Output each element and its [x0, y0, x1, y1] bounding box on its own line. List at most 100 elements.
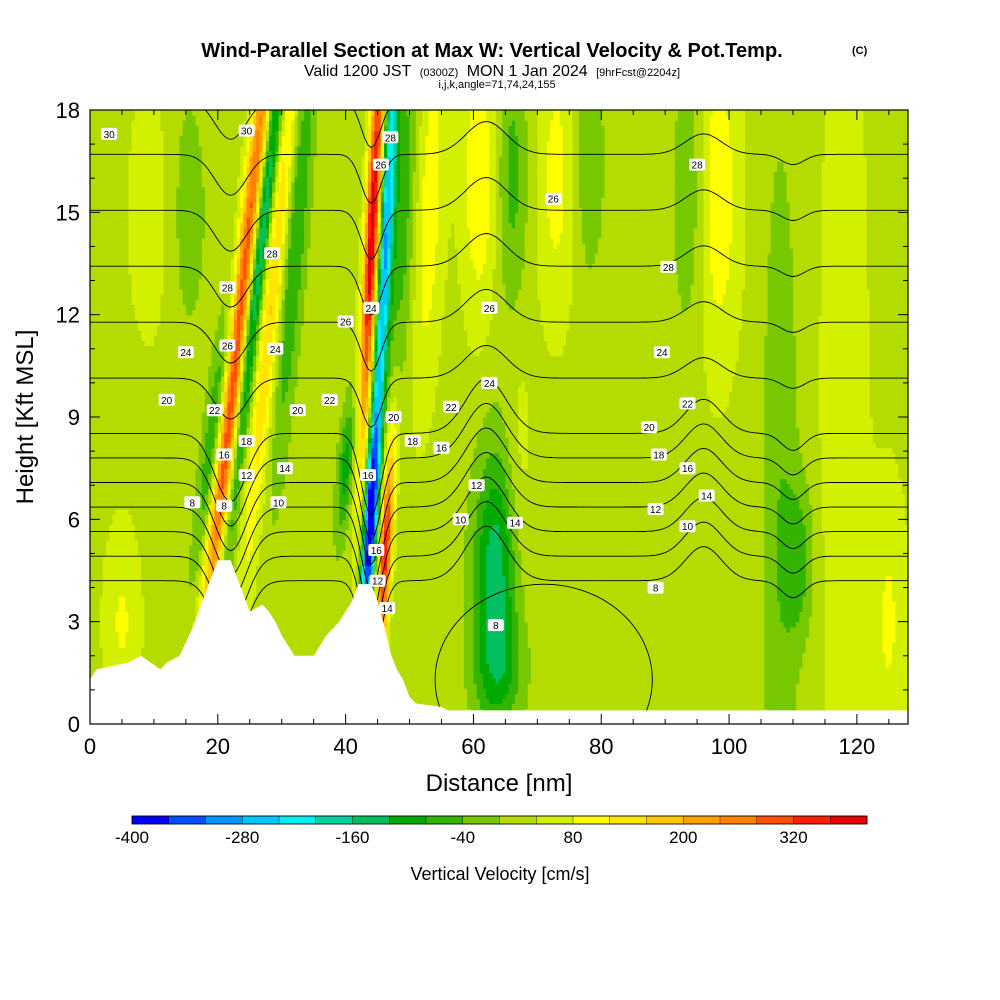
velocity-cell — [297, 370, 356, 377]
velocity-cell — [387, 611, 391, 618]
velocity-cell — [821, 309, 871, 316]
velocity-cell — [364, 376, 369, 382]
velocity-cell — [473, 550, 481, 556]
velocity-cell — [495, 186, 500, 193]
velocity-cell — [380, 181, 385, 188]
velocity-cell — [284, 314, 299, 321]
velocity-cell — [812, 606, 826, 613]
velocity-cell — [422, 452, 475, 459]
velocity-cell — [396, 191, 401, 198]
velocity-cell — [307, 248, 360, 254]
velocity-cell — [371, 452, 379, 459]
velocity-cell — [377, 539, 382, 546]
velocity-cell — [252, 396, 257, 403]
velocity-cell — [256, 330, 260, 336]
velocity-cell — [387, 427, 391, 433]
velocity-cell — [866, 278, 908, 285]
velocity-cell — [268, 422, 273, 428]
velocity-cell — [390, 258, 395, 265]
velocity-cell — [387, 437, 391, 444]
velocity-cell — [214, 468, 219, 474]
velocity-cell — [415, 294, 423, 300]
velocity-cell — [776, 550, 807, 556]
velocity-cell — [367, 427, 372, 433]
velocity-cell — [374, 237, 379, 244]
velocity-cell — [396, 181, 401, 188]
velocity-cell — [246, 550, 251, 556]
velocity-cell — [476, 268, 484, 275]
velocity-cell — [383, 340, 388, 346]
velocity-cell — [284, 330, 296, 336]
velocity-cell — [361, 273, 366, 280]
velocity-cell — [179, 263, 203, 270]
velocity-cell — [262, 432, 267, 439]
velocity-cell — [540, 304, 570, 311]
velocity-cell — [214, 376, 222, 382]
velocity-cell — [205, 222, 235, 229]
velocity-cell — [230, 417, 235, 423]
velocity-cell — [393, 237, 398, 244]
velocity-cell — [572, 202, 580, 208]
velocity-cell — [233, 544, 241, 551]
velocity-cell — [499, 181, 510, 188]
velocity-cell — [352, 417, 356, 423]
velocity-cell — [709, 401, 730, 408]
velocity-cell — [399, 468, 471, 474]
velocity-cell — [163, 232, 177, 239]
velocity-cell — [674, 248, 695, 254]
velocity-cell — [291, 422, 340, 428]
velocity-cell — [882, 590, 893, 597]
velocity-cell — [393, 601, 465, 607]
velocity-cell — [387, 381, 391, 387]
velocity-cell — [355, 457, 360, 464]
velocity-cell — [236, 406, 241, 413]
velocity-cell — [390, 227, 395, 234]
velocity-cell — [352, 437, 356, 444]
velocity-cell — [137, 324, 158, 331]
velocity-cell — [291, 212, 305, 219]
velocity-cell — [291, 350, 302, 357]
velocity-cell — [374, 217, 379, 224]
velocity-cell — [90, 580, 104, 587]
velocity-cell — [243, 324, 248, 331]
velocity-cell — [211, 478, 216, 485]
velocity-cell — [291, 427, 340, 433]
velocity-cell — [217, 442, 222, 449]
velocity-cell — [821, 202, 868, 208]
velocity-cell — [824, 616, 884, 623]
velocity-cell — [390, 273, 395, 280]
velocity-cell — [256, 381, 260, 387]
velocity-cell — [438, 217, 468, 224]
velocity-cell — [374, 243, 379, 249]
velocity-cell — [470, 463, 487, 469]
velocity-cell — [291, 202, 296, 208]
velocity-cell — [821, 283, 868, 290]
velocity-cell — [447, 268, 459, 275]
velocity-cell — [399, 488, 468, 495]
velocity-cell — [374, 232, 379, 239]
velocity-cell — [221, 529, 225, 536]
velocity-cell — [415, 217, 423, 224]
velocity-cell — [342, 473, 350, 479]
velocity-cell — [233, 289, 238, 295]
velocity-cell — [291, 176, 296, 183]
velocity-cell — [371, 340, 375, 346]
velocity-cell — [380, 360, 385, 367]
velocity-cell — [403, 273, 411, 280]
velocity-cell — [243, 176, 248, 183]
velocity-cell — [821, 524, 908, 531]
velocity-cell — [367, 478, 372, 485]
velocity-cell — [780, 493, 797, 500]
velocity-cell — [770, 237, 791, 244]
velocity-cell — [786, 186, 823, 193]
velocity-cell — [358, 278, 363, 285]
velocity-cell — [387, 626, 391, 633]
velocity-cell — [214, 381, 219, 387]
velocity-cell — [537, 283, 574, 290]
velocity-cell — [214, 509, 222, 515]
velocity-cell — [268, 396, 273, 403]
velocity-cell — [227, 524, 232, 531]
velocity-cell — [243, 217, 248, 224]
velocity-cell — [383, 401, 388, 408]
velocity-cell — [256, 340, 260, 346]
